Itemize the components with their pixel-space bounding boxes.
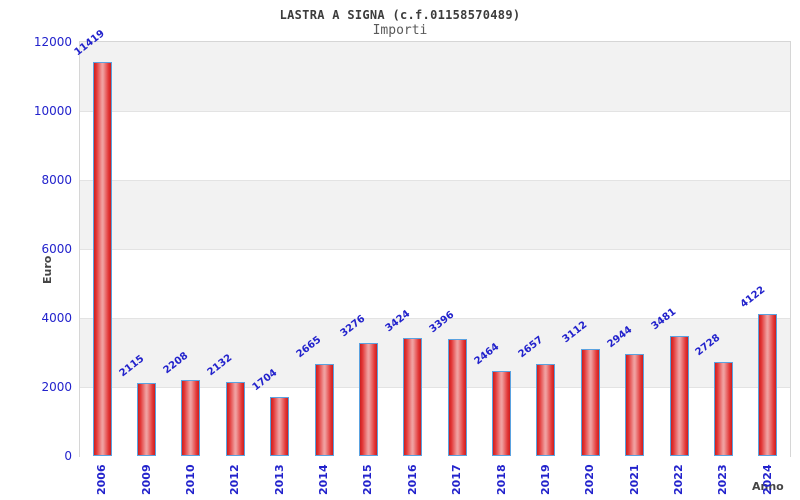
chart-subtitle: Importi: [372, 23, 428, 38]
plot-area: [80, 42, 790, 457]
x-tick-label: 2020: [583, 464, 597, 495]
y-tick-label: 10000: [33, 104, 72, 118]
bar: [314, 364, 334, 456]
bar: [492, 371, 512, 456]
x-tick-label: 2016: [405, 464, 419, 495]
bar: [225, 382, 245, 456]
bar: [580, 349, 600, 456]
bar: [536, 364, 556, 456]
grid-band: [80, 111, 790, 181]
bar: [92, 62, 112, 456]
y-axis-title: Euro: [41, 255, 54, 284]
bar: [669, 336, 689, 456]
x-tick-label: 2012: [228, 464, 242, 495]
x-tick-label: 2022: [672, 464, 686, 495]
x-tick-label: 2010: [183, 464, 197, 495]
y-tick-label: 4000: [41, 311, 72, 325]
bar: [358, 343, 378, 456]
bar: [270, 397, 290, 456]
x-tick-label: 2019: [538, 464, 552, 495]
bar: [137, 383, 157, 456]
bar: [758, 314, 778, 456]
x-axis-title: Anno: [752, 480, 784, 493]
y-tick-label: 12000: [33, 35, 72, 49]
grid-band: [80, 180, 790, 250]
x-tick-label: 2009: [139, 464, 153, 495]
x-tick-label: 2015: [361, 464, 375, 495]
chart-title: LASTRA A SIGNA (c.f.01158570489): [279, 8, 521, 22]
grid-band: [80, 42, 790, 111]
x-tick-label: 2006: [95, 464, 109, 495]
x-tick-label: 2021: [627, 464, 641, 495]
grid-band: [80, 249, 790, 319]
x-tick-label: 2018: [494, 464, 508, 495]
y-tick-label: 2000: [41, 380, 72, 394]
x-tick-label: 2013: [272, 464, 286, 495]
bar: [625, 354, 645, 456]
bar: [181, 380, 201, 456]
x-tick-label: 2024: [760, 464, 774, 495]
x-tick-label: 2023: [716, 464, 730, 495]
bar: [447, 339, 467, 456]
x-tick-label: 2014: [317, 464, 331, 495]
y-tick-label: 8000: [41, 173, 72, 187]
x-tick-label: 2017: [450, 464, 464, 495]
y-tick-label: 6000: [41, 242, 72, 256]
y-tick-label: 0: [64, 449, 72, 463]
bar: [403, 338, 423, 456]
bar: [713, 362, 733, 456]
